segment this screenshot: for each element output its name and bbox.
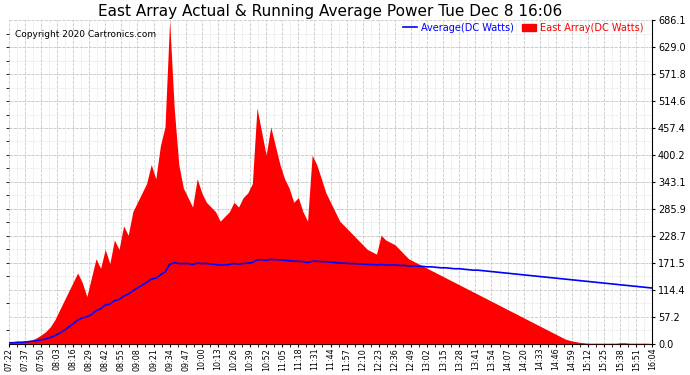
Legend: Average(DC Watts), East Array(DC Watts): Average(DC Watts), East Array(DC Watts) — [399, 19, 647, 36]
Title: East Array Actual & Running Average Power Tue Dec 8 16:06: East Array Actual & Running Average Powe… — [99, 4, 562, 19]
Text: Copyright 2020 Cartronics.com: Copyright 2020 Cartronics.com — [15, 30, 156, 39]
